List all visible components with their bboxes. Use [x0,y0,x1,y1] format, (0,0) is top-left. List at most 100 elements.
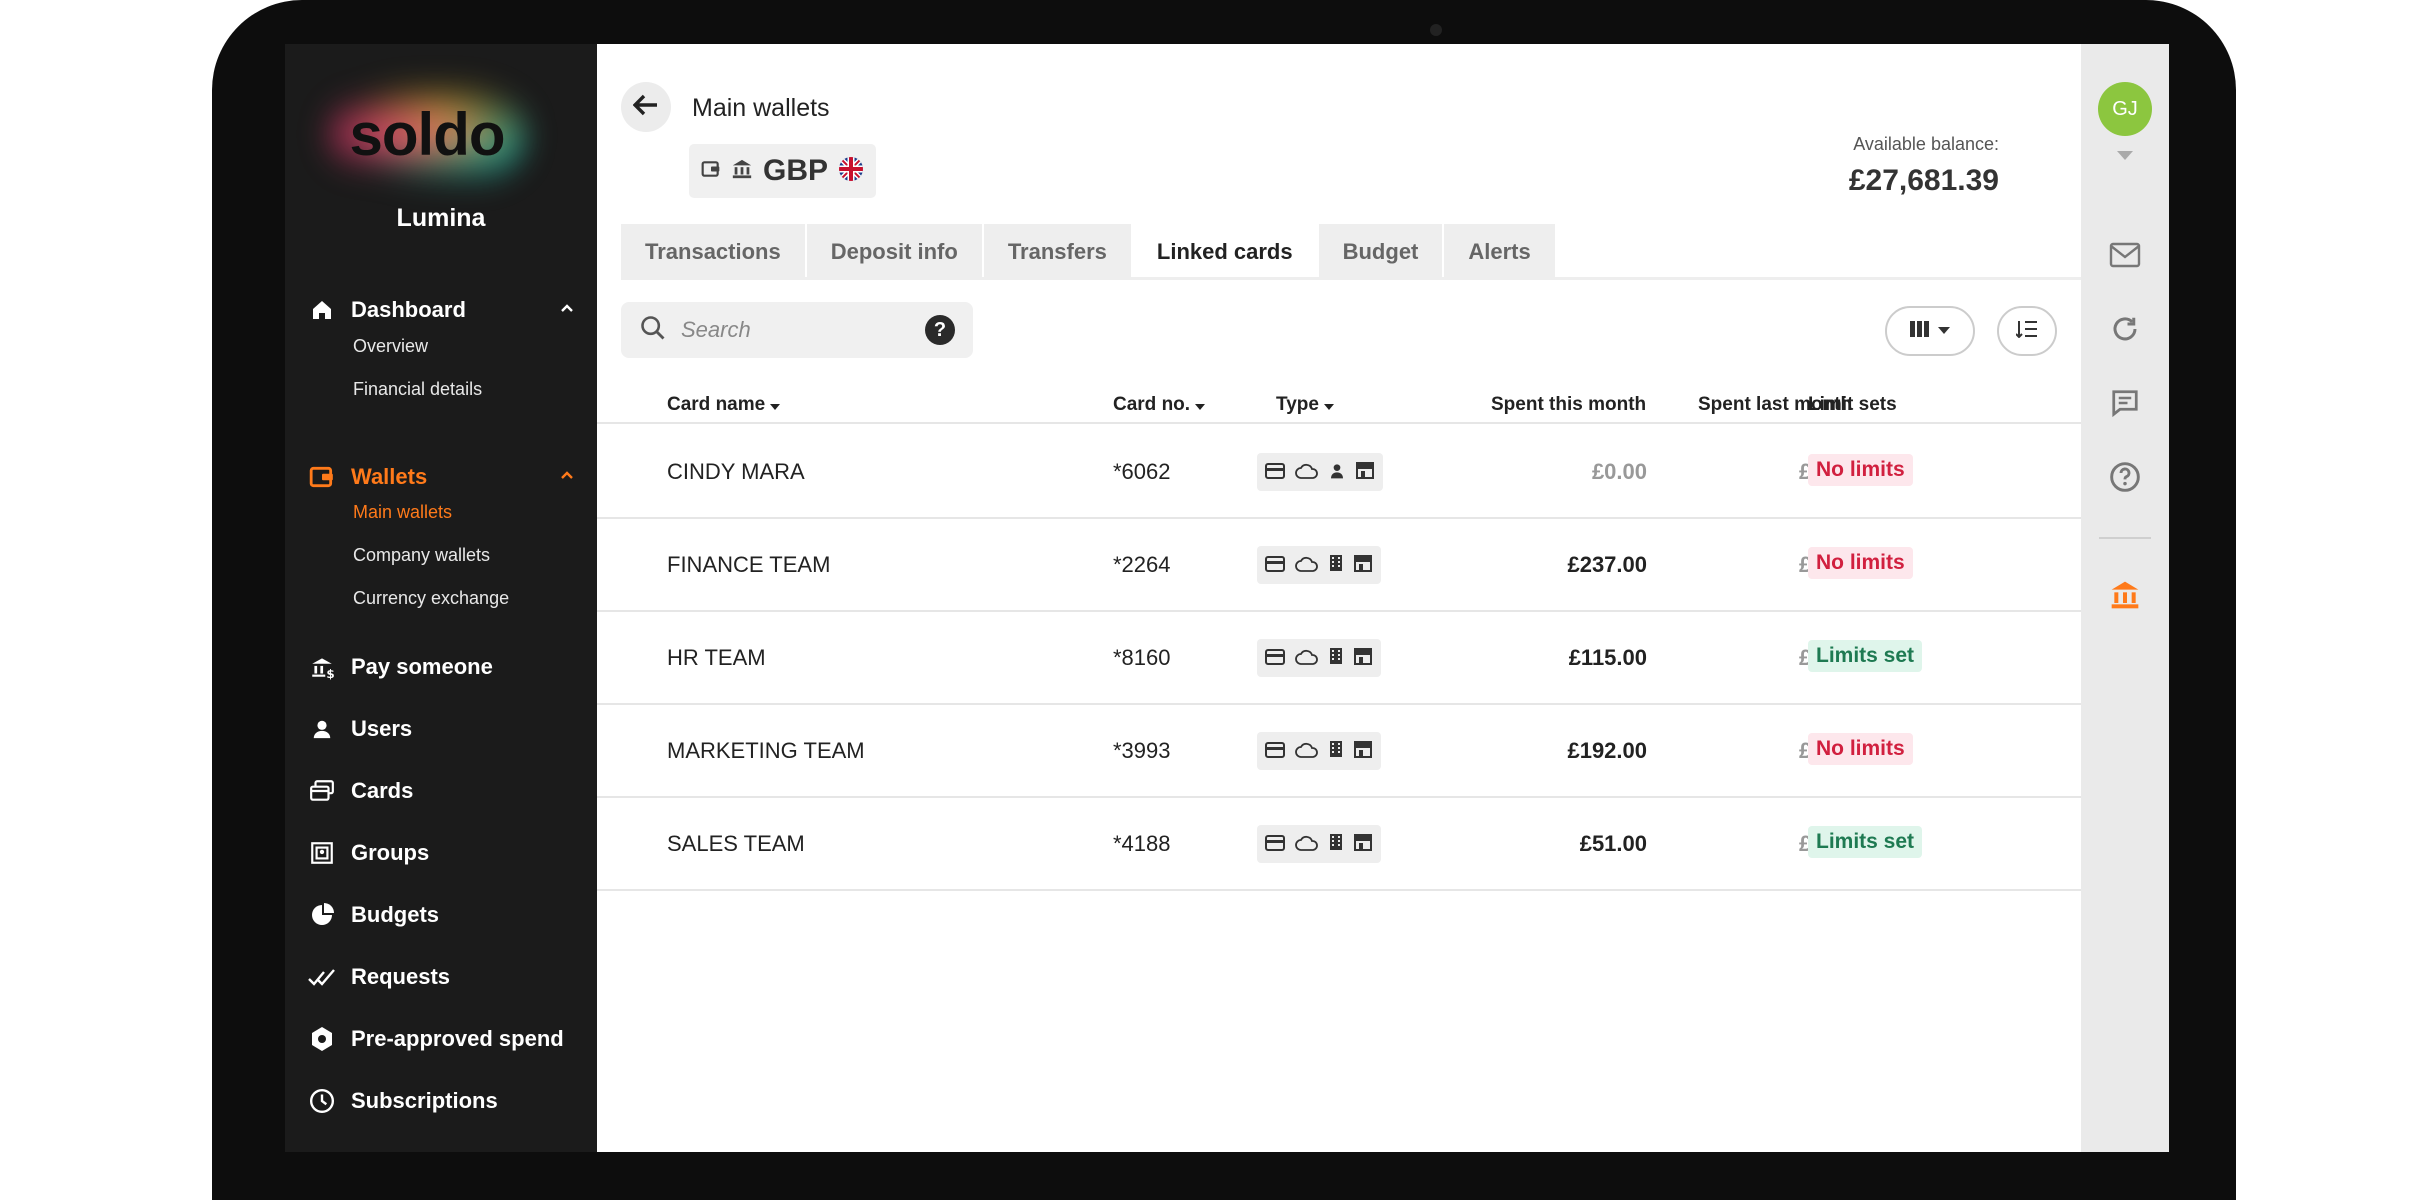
card-name[interactable]: SALES TEAM [667,831,805,856]
nav-cards[interactable]: Cards [307,771,575,811]
limit-status-badge: No limits [1808,547,1913,579]
cloud-icon [1295,459,1319,485]
page-title: Main wallets [692,94,830,122]
card-icon [1265,831,1285,857]
caret-down-icon [1938,322,1950,340]
tab-transfers[interactable]: Transfers [983,224,1133,280]
tab-alerts[interactable]: Alerts [1444,224,1557,280]
tab-budget[interactable]: Budget [1318,224,1445,280]
nav-pre-approved-spend[interactable]: Pre-approved spend [307,1019,575,1059]
bank-icon[interactable] [2107,577,2143,613]
col-card-name[interactable]: Card name [667,394,781,416]
col-limit-sets: Limit sets [1808,394,1897,415]
caret-down-icon[interactable] [2117,148,2133,166]
nav-dashboard-label: Dashboard [351,297,466,322]
currency-code: GBP [763,154,829,187]
sidebar: soldo Lumina Dashboard Overview Financia… [285,44,597,1152]
brand-logo[interactable]: soldo [327,84,527,184]
tab-deposit-info[interactable]: Deposit info [806,224,984,280]
nav-requests[interactable]: Requests [307,957,575,997]
nav-wallets-label: Wallets [351,464,428,489]
nav-financial-details[interactable]: Financial details [353,379,483,399]
col-type[interactable]: Type [1276,394,1335,416]
avatar[interactable]: GJ [2098,82,2152,136]
back-arrow-icon [632,94,659,121]
spent-this-month: £115.00 [1568,645,1647,670]
wallet-icon [701,159,721,184]
nav-subscriptions[interactable]: Subscriptions [307,1081,575,1121]
nav-overview[interactable]: Overview [353,336,429,356]
nav-dashboard[interactable]: Dashboard [307,290,575,330]
building-icon [1329,738,1343,764]
card-name[interactable]: MARKETING TEAM [667,738,865,763]
nav-main-wallets[interactable]: Main wallets [353,502,453,522]
limit-status-badge: Limits set [1808,826,1923,858]
logo-text: soldo [349,100,506,168]
card-number: *6062 [1113,459,1171,484]
card-icon [1265,552,1285,578]
col-card-no-label: Card no. [1113,394,1191,415]
refresh-icon[interactable] [2107,311,2143,347]
nav-budgets[interactable]: Budgets [307,895,575,935]
card-type-icons [1257,639,1381,677]
card-type-icons [1257,546,1381,584]
nav-subscriptions-label: Subscriptions [351,1088,498,1113]
spent-this-month: £192.00 [1567,738,1647,763]
nav-currency-exchange[interactable]: Currency exchange [353,588,510,608]
spent-this-month: £0.00 [1591,459,1647,484]
chevron-up-icon [559,297,575,323]
card-type-icons [1257,825,1381,863]
card-name[interactable]: FINANCE TEAM [667,552,831,577]
help-icon[interactable] [2107,459,2143,495]
user-icon [1329,459,1345,485]
col-type-label: Type [1276,394,1319,415]
tab-transactions[interactable]: Transactions [621,224,807,280]
back-button[interactable] [621,82,671,132]
card-icon [1265,459,1285,485]
groups-icon [307,838,337,868]
currency-selector[interactable]: GBP [689,144,877,198]
col-card-no[interactable]: Card no. [1113,394,1206,416]
search-input[interactable]: Search ? [621,302,973,358]
nav-pre-approved-label: Pre-approved spend [351,1026,564,1051]
card-name[interactable]: CINDY MARA [667,459,805,484]
store-icon [1353,645,1373,671]
pay-icon: $ [307,652,337,682]
balance-label: Available balance: [1853,134,1999,154]
chat-icon[interactable] [2107,385,2143,421]
spent-this-month: £51.00 [1579,831,1647,856]
col-card-name-label: Card name [667,394,766,415]
sort-button[interactable] [1997,306,2057,356]
nav-users[interactable]: Users [307,709,575,749]
mail-icon[interactable] [2107,237,2143,273]
nav-pay-someone[interactable]: $ Pay someone [307,647,575,687]
tab-linked-cards[interactable]: Linked cards [1132,224,1319,280]
building-icon [1329,645,1343,671]
nav-wallets[interactable]: Wallets [307,457,575,497]
app-screen: soldo Lumina Dashboard Overview Financia… [285,44,2169,1152]
card-name[interactable]: HR TEAM [667,645,766,670]
card-number: *2264 [1113,552,1171,577]
shield-icon [307,1024,337,1054]
store-icon [1353,738,1373,764]
nav-company-wallets[interactable]: Company wallets [353,545,491,565]
help-icon[interactable]: ? [925,315,955,345]
laptop-camera [1430,24,1442,36]
right-rail: GJ [2081,44,2169,1152]
limit-status-badge: No limits [1808,454,1913,486]
requests-icon [307,962,337,992]
columns-icon [1910,320,1930,342]
nav-groups[interactable]: Groups [307,833,575,873]
nav-budgets-label: Budgets [351,902,439,927]
cloud-icon [1295,552,1319,578]
columns-button[interactable] [1885,306,1975,356]
search-placeholder: Search [681,317,751,342]
card-icon [1265,738,1285,764]
wallet-icon [307,462,337,492]
chevron-up-icon [559,464,575,490]
